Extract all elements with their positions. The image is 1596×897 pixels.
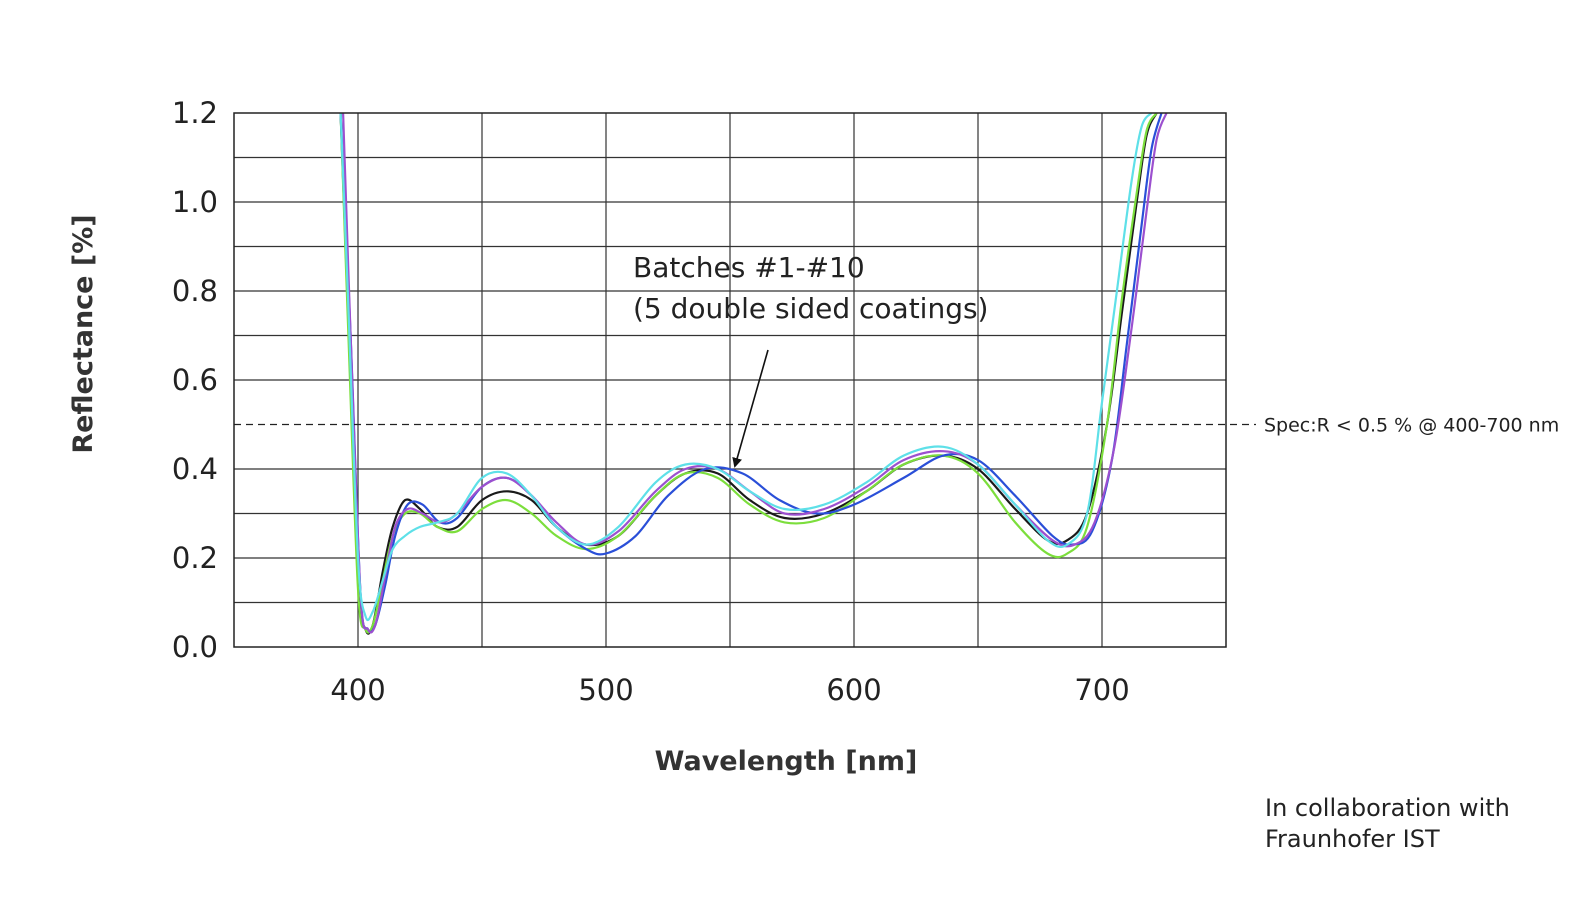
annotation-line-2: (5 double sided coatings) [633,292,988,325]
y-tick-label: 0.0 [172,630,218,664]
x-tick-label: 400 [330,673,385,707]
credit-line-2: Fraunhofer IST [1265,825,1440,853]
y-tick-label: 0.8 [172,274,218,308]
y-tick-label: 1.0 [172,185,218,219]
x-tick-label: 500 [578,673,633,707]
y-tick-label: 0.2 [172,541,218,575]
grid [234,113,1226,647]
series-layer [339,113,1168,635]
collaboration-credit: In collaboration with Fraunhofer IST [1265,793,1585,855]
x-tick-label: 600 [826,673,881,707]
y-tick-label: 1.2 [172,96,218,130]
annotation-arrow [732,349,769,468]
y-tick-label: 0.4 [172,452,218,486]
credit-line-1: In collaboration with [1265,794,1510,822]
plot-frame [233,112,1227,648]
series-line-5 [339,113,1153,622]
series-line-3 [339,113,1163,634]
series-line-2 [339,113,1158,634]
x-axis-title: Wavelength [nm] [655,746,918,777]
series-line-1 [339,113,1158,635]
series-line-4 [342,113,1168,634]
y-tick-label: 0.6 [172,363,218,397]
y-axis-title: Reflectance [%] [68,214,99,453]
annotation-line-1: Batches #1-#10 [633,251,865,284]
batches-annotation: Batches #1-#10 (5 double sided coatings) [633,251,988,468]
axis-ticks: 400 500 600 700 0.0 0.2 0.4 0.6 0.8 1.0 1.2 [172,96,1130,707]
spec-label: Spec:R < 0.5 % @ 400-700 nm [1264,415,1559,437]
x-tick-label: 700 [1074,673,1129,707]
spec-line-group: Spec:R < 0.5 % @ 400-700 nm [234,415,1559,437]
